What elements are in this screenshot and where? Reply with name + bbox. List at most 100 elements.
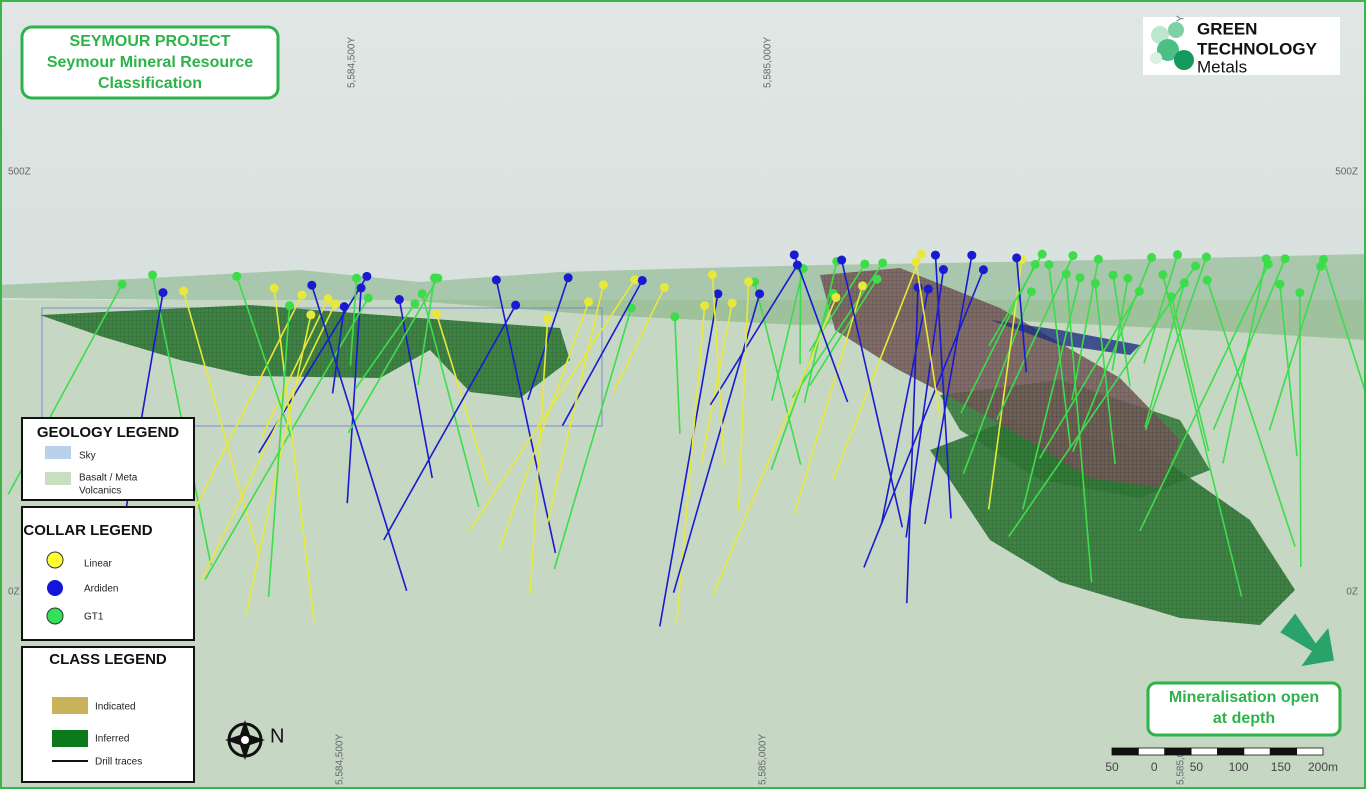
elevation-label: 0Z <box>8 587 20 598</box>
collar <box>232 271 242 281</box>
legend-swatch <box>47 580 63 596</box>
collar <box>707 270 717 280</box>
drill-trace <box>1112 274 1131 387</box>
scale-segment <box>1269 747 1298 756</box>
collar <box>432 309 442 319</box>
collar <box>1044 260 1054 270</box>
collar <box>1318 254 1328 264</box>
collar <box>285 301 295 311</box>
title-box <box>20 25 280 100</box>
drill-trace <box>495 279 557 554</box>
drill-trace <box>1038 290 1141 459</box>
collar <box>363 293 373 303</box>
drill-trace <box>676 305 706 623</box>
drill-trace <box>709 264 799 406</box>
drill-trace <box>1008 265 1197 537</box>
drill-trace <box>809 278 878 387</box>
legend-swatch <box>45 472 71 485</box>
drill-trace <box>793 285 864 515</box>
collar <box>1280 254 1290 264</box>
drill-trace <box>267 305 291 597</box>
title-line: SEYMOUR PROJECT <box>70 33 231 50</box>
drill-trace <box>737 281 750 511</box>
drill-trace <box>398 299 433 479</box>
drill-trace <box>700 302 733 465</box>
callout-text: Mineralisation open <box>1169 689 1319 706</box>
drill-trace <box>546 284 605 524</box>
drill-trace <box>1279 284 1298 457</box>
scale-label: 50 <box>1190 760 1204 774</box>
drill-trace <box>808 263 866 352</box>
drill-trace <box>529 318 549 594</box>
drill-trace <box>346 287 362 504</box>
legend-title: GEOLOGY LEGEND <box>37 424 179 441</box>
collar <box>878 258 888 268</box>
title-line: Seymour Mineral Resource <box>47 54 253 71</box>
collar <box>1134 286 1144 296</box>
collar <box>297 290 307 300</box>
collar <box>330 299 340 309</box>
drill-trace <box>1065 273 1093 583</box>
legend-title: COLLAR LEGEND <box>23 522 152 539</box>
drill-trace <box>1143 254 1179 364</box>
drill-trace <box>1139 263 1269 532</box>
collar <box>1068 251 1078 261</box>
legend-label: Basalt / Meta <box>79 473 138 484</box>
legend-label: Inferred <box>95 734 129 745</box>
drill-trace <box>771 268 805 402</box>
collar <box>1108 270 1118 280</box>
collar <box>1012 253 1022 263</box>
collar <box>789 250 799 260</box>
collar <box>1093 254 1103 264</box>
collar <box>930 250 940 260</box>
legend-label: GT1 <box>84 612 104 623</box>
legend-label: Ardiden <box>84 584 118 595</box>
northing-label: 5,584,500Y <box>347 37 358 88</box>
collar <box>923 284 933 294</box>
drill-trace <box>498 301 590 551</box>
collar <box>1090 278 1100 288</box>
drill-trace <box>659 293 719 627</box>
collar <box>158 288 168 298</box>
collar <box>700 301 710 311</box>
drill-trace <box>988 253 1043 347</box>
drill-trace <box>1268 266 1322 431</box>
drill-trace <box>962 291 1033 474</box>
collar <box>837 255 847 265</box>
drill-trace <box>840 259 904 528</box>
scale-segment <box>1243 747 1271 756</box>
scale-segment <box>1111 747 1139 756</box>
collar <box>744 277 754 287</box>
drill-trace <box>200 303 336 582</box>
north-label: N <box>270 725 284 747</box>
collar <box>637 275 647 285</box>
collar <box>1202 275 1212 285</box>
collar <box>1037 249 1047 259</box>
drill-trace <box>799 267 802 365</box>
drill-trace <box>188 294 303 521</box>
orebody-east-lower <box>930 420 1295 625</box>
drill-trace <box>1144 282 1186 428</box>
scale-segment <box>1137 747 1166 756</box>
drill-trace <box>793 254 849 403</box>
collar <box>755 289 765 299</box>
drill-trace <box>1022 277 1081 510</box>
collar <box>660 282 670 292</box>
collar <box>967 250 977 260</box>
drill-trace <box>204 297 369 580</box>
collar <box>356 283 366 293</box>
orebody-east-upper <box>820 268 1180 488</box>
collar <box>727 298 737 308</box>
drill-trace <box>915 261 941 418</box>
drill-trace <box>753 281 802 465</box>
drill-trace <box>349 278 358 366</box>
scale-bar: 50 0 50 100 150 200m <box>1105 747 1338 774</box>
collar <box>1172 250 1182 260</box>
scale-label: 50 <box>1105 760 1119 774</box>
collar <box>713 289 723 299</box>
drill-trace <box>905 269 945 538</box>
collar <box>339 302 349 312</box>
